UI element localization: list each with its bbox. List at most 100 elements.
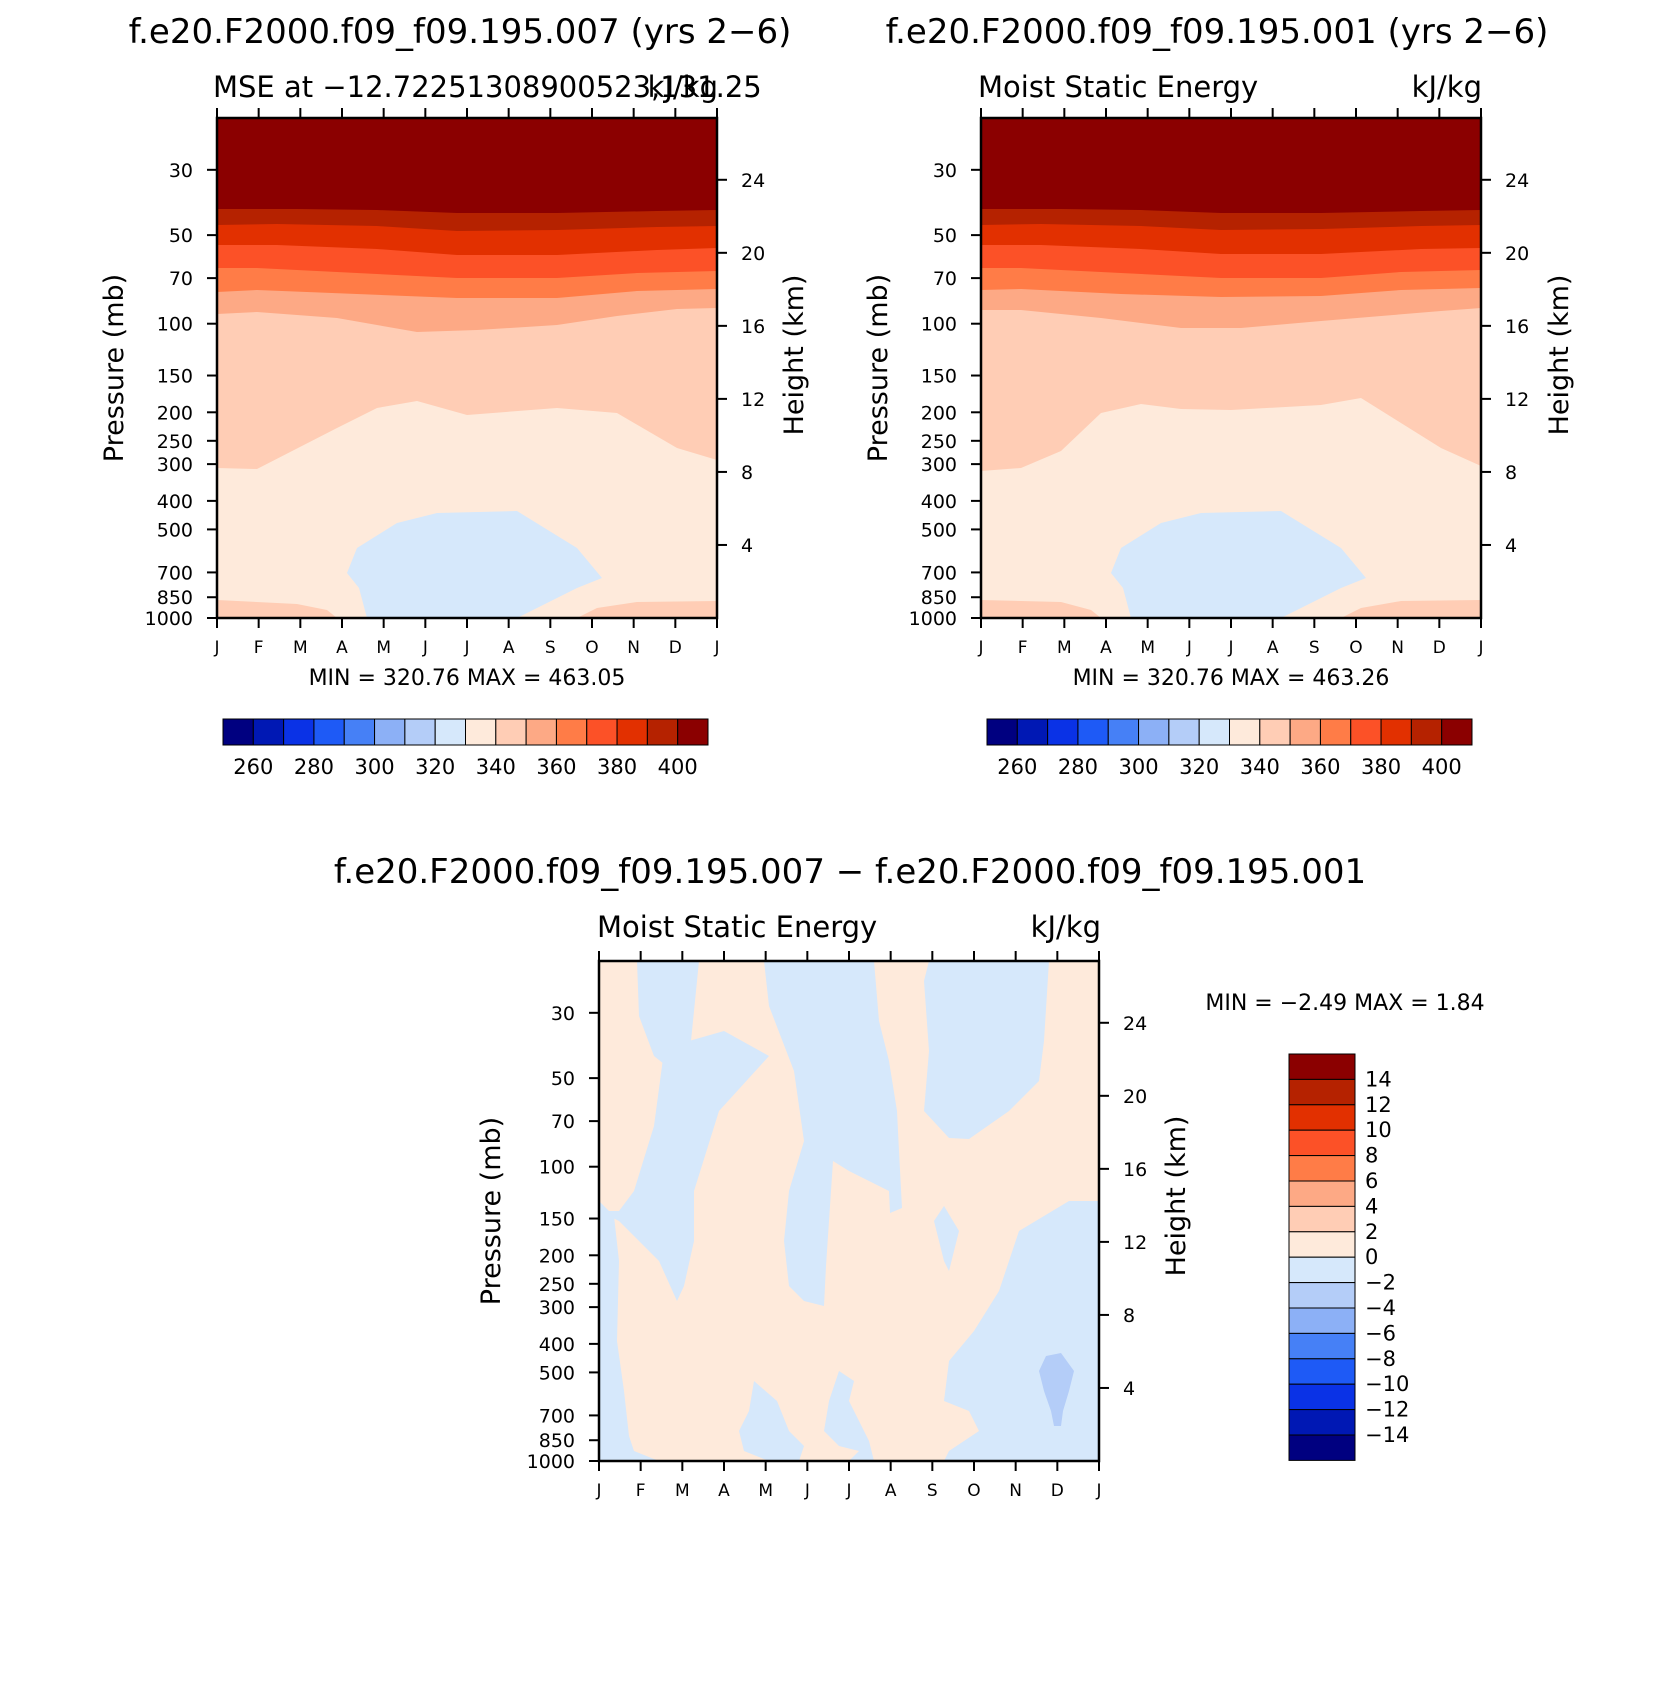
x-tick-label: A [503,638,515,658]
y-right-tick-label: 12 [1123,1232,1147,1254]
colorbar-swatch [1288,1104,1356,1131]
y-tick-label: 150 [921,366,957,388]
y-tick-label: 400 [539,1334,575,1356]
y-tick-label: 850 [157,587,193,609]
panel-1-colorbar: 260 280 300 320 340 360 380 400 [222,718,709,779]
colorbar-label: 320 [1179,755,1219,779]
y-tick-label: 700 [539,1405,575,1427]
y-tick-label: 400 [921,491,957,513]
panel-1-subtitle-left: MSE at −12.72251308900523,131.25 [213,70,762,104]
colorbar-label: −8 [1365,1347,1396,1371]
panel-2-ylabel: Pressure (mb) [863,274,894,462]
colorbar-swatch [404,718,436,746]
y-tick-label: 200 [921,402,957,424]
panel-1-band-340-sfc-right [577,601,717,618]
x-tick-label: J [595,1481,601,1501]
y-right-tick-label: 8 [1123,1305,1135,1327]
colorbar-swatch [616,718,648,746]
colorbar-label: 2 [1365,1220,1378,1244]
y-tick-label: 150 [539,1209,575,1231]
y-right-tick-label: 20 [1505,243,1529,265]
y-tick-label: 500 [157,519,193,541]
colorbar-swatch [1288,1383,1356,1411]
x-tick-label: M [1057,638,1072,658]
y-right-tick-label: 12 [1505,389,1529,411]
colorbar-swatch [495,718,527,746]
colorbar-swatch [1288,1078,1356,1106]
y-tick-label: 700 [921,562,957,584]
colorbar-label: 4 [1365,1194,1378,1218]
y-tick-label: 30 [551,1003,575,1025]
x-tick-label: M [376,638,391,658]
y-right-tick-label: 12 [741,389,765,411]
panel-3-ylabel-right: Height (km) [1161,1116,1192,1277]
y-right-tick-label: 16 [1505,316,1529,338]
colorbar-swatch [1259,718,1291,746]
y-right-tick-label: 24 [1505,170,1529,192]
x-tick-label: F [1018,638,1028,658]
panel-1-title: f.e20.F2000.f09_f09.195.007 (yrs 2−6) [129,12,792,52]
colorbar-swatch [283,718,315,746]
x-tick-label: N [1009,1481,1022,1501]
y-right-tick-label: 16 [1123,1159,1147,1181]
x-tick-label: M [758,1481,773,1501]
y-tick-label: 400 [157,491,193,513]
y-tick-label: 1000 [527,1451,575,1473]
colorbar-swatch [343,718,376,746]
x-tick-label: S [545,638,556,658]
x-tick-label: J [463,638,469,658]
colorbar-label: 10 [1365,1118,1392,1142]
colorbar-label: 300 [1119,755,1159,779]
y-tick-label: 100 [157,314,193,336]
panel-3-neg-zone-top-right [924,961,1049,1139]
colorbar-label: 8 [1365,1144,1378,1168]
panel-1-subtitle-right: kJ/kg [648,70,718,104]
x-tick-label: J [1477,638,1483,658]
panel-1-ylabel-right: Height (km) [779,275,810,436]
colorbar-swatch [1016,718,1049,746]
x-tick-label: N [627,638,640,658]
panel-1: f.e20.F2000.f09_f09.195.007 (yrs 2−6) MS… [99,12,810,691]
panel-3: f.e20.F2000.f09_f09.195.007 − f.e20.F200… [334,852,1485,1463]
colorbar-swatch [1288,1231,1356,1258]
x-tick-label: S [1309,638,1320,658]
colorbar-label: 0 [1365,1245,1378,1269]
colorbar-swatch [1350,718,1382,746]
colorbar-swatch [1288,1434,1356,1461]
colorbar-swatch [1288,1282,1356,1309]
x-tick-label: M [675,1481,690,1501]
colorbar-label: −2 [1365,1271,1396,1295]
x-tick-label: S [927,1481,938,1501]
x-tick-label: J [422,638,428,658]
x-tick-label: F [636,1481,646,1501]
y-tick-label: 500 [921,519,957,541]
axes-ticks-layer: J F M A M J J A S O N D J305070100150200250300400500… [145,108,1529,1501]
panel-2-colorbar: 260 280 300 320 340 360 380 400 [986,718,1473,779]
panel-2-ylabel-right: Height (km) [1544,275,1575,436]
panel-1-band-340-sfc-left [217,600,337,618]
colorbar-swatch [434,718,466,746]
colorbar-swatch [1288,1129,1356,1157]
panel-2-plot-area [979,116,1483,620]
colorbar-swatch [1288,1205,1356,1233]
y-tick-label: 70 [933,268,957,290]
colorbar-swatch [1288,1332,1356,1360]
x-tick-label: A [1267,638,1279,658]
y-tick-label: 50 [169,225,193,247]
panel-3-neg-island-2-to-4 [1039,1353,1074,1426]
y-right-tick-label: 8 [741,462,753,484]
panel-2-band-320-core [1111,511,1366,618]
colorbar-swatch [465,718,497,746]
colorbar-swatch [1047,718,1079,746]
panel-2-band-340-sfc-right [1341,600,1481,618]
y-tick-label: 200 [157,402,193,424]
colorbar-swatch [252,718,285,746]
y-right-tick-label: 20 [741,243,765,265]
colorbar-swatch [1198,718,1230,746]
y-tick-label: 1000 [145,608,193,630]
y-tick-label: 250 [157,431,193,453]
x-tick-label: J [1186,638,1192,658]
